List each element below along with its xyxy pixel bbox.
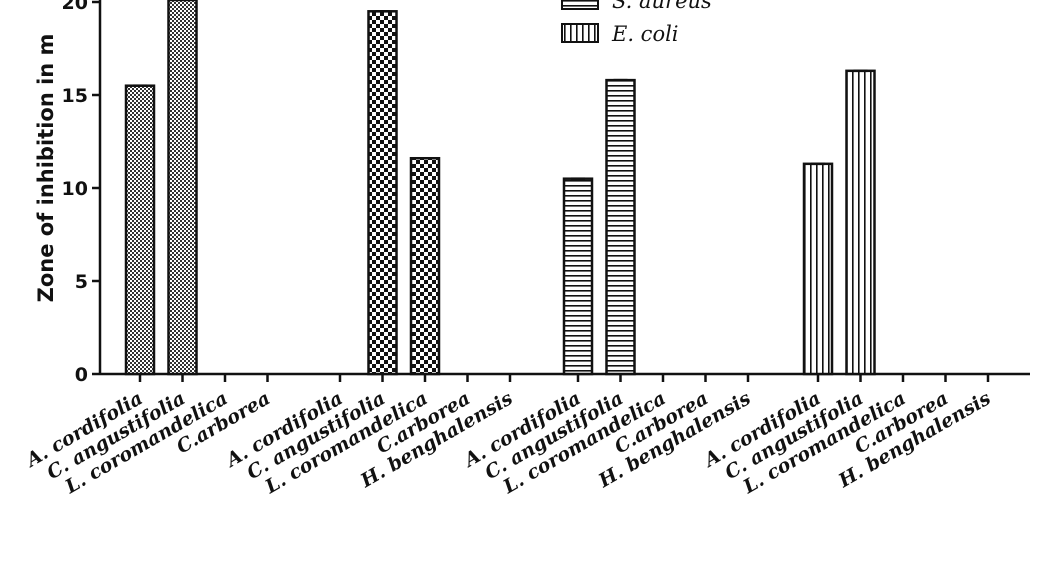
y-tick-label: 20 [62, 0, 88, 14]
bar [605, 78, 636, 376]
legend-label: S. aureus [612, 0, 712, 13]
y-axis-label: Zone of inhibition in m [34, 34, 58, 303]
legend-swatch [561, 23, 599, 43]
y-tick-label: 10 [62, 178, 88, 200]
bar [367, 10, 398, 376]
bar [167, 0, 198, 376]
axes: 0 5 10 15 20 [62, 0, 1030, 386]
y-tick-label: 0 [75, 364, 88, 386]
bar [802, 162, 834, 376]
bar [562, 177, 594, 376]
y-tick-label: 15 [62, 85, 88, 107]
bar [124, 84, 156, 376]
y-tick-label: 5 [75, 271, 88, 293]
bar [409, 156, 441, 376]
bars [124, 0, 876, 376]
legend-label: E. coli [611, 22, 679, 46]
legend-swatch [561, 0, 599, 10]
bar [845, 69, 876, 376]
legend: S. aureus E. coli [561, 0, 712, 46]
